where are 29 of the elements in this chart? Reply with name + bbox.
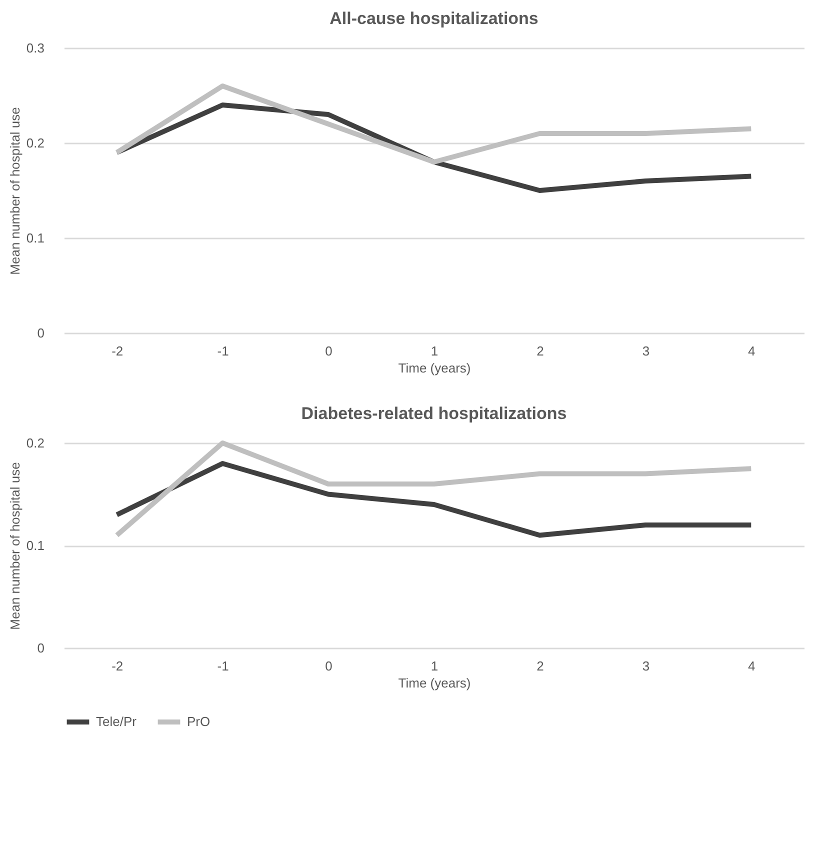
x-tick-label: -2 xyxy=(112,344,124,358)
chart-title: All-cause hospitalizations xyxy=(330,9,538,28)
y-tick-label: 0.1 xyxy=(26,230,44,246)
x-tick-label: 0 xyxy=(325,344,332,358)
x-tick-label: -1 xyxy=(217,658,229,674)
y-axis-title: Mean number of hospital use xyxy=(7,107,22,275)
x-tick-label: 4 xyxy=(748,658,756,674)
x-axis-title: Time (years) xyxy=(398,676,471,690)
x-tick-label: -2 xyxy=(112,658,124,674)
x-tick-label: 1 xyxy=(430,344,438,358)
chart-title: Diabetes-related hospitalizations xyxy=(301,404,567,423)
x-tick-label: 4 xyxy=(748,344,756,358)
x-tick-label: 3 xyxy=(642,658,650,674)
x-tick-label: 2 xyxy=(536,658,544,674)
y-tick-label: 0.1 xyxy=(26,538,44,553)
y-tick-label: 0.2 xyxy=(26,136,44,150)
x-tick-label: 2 xyxy=(536,344,544,358)
x-tick-label: 0 xyxy=(325,658,332,674)
x-tick-label: 3 xyxy=(642,344,650,358)
y-tick-label: 0.2 xyxy=(26,436,44,450)
y-tick-label: 0.3 xyxy=(26,40,44,56)
y-tick-label: 0 xyxy=(37,640,44,656)
x-tick-label: 1 xyxy=(430,658,438,674)
legend-label: PrO xyxy=(187,714,210,729)
x-axis-title: Time (years) xyxy=(398,360,471,376)
y-axis-title: Mean number of hospital use xyxy=(7,462,22,630)
y-tick-label: 0 xyxy=(37,326,44,340)
legend-label: Tele/Pr xyxy=(96,714,138,729)
x-tick-label: -1 xyxy=(217,344,229,358)
